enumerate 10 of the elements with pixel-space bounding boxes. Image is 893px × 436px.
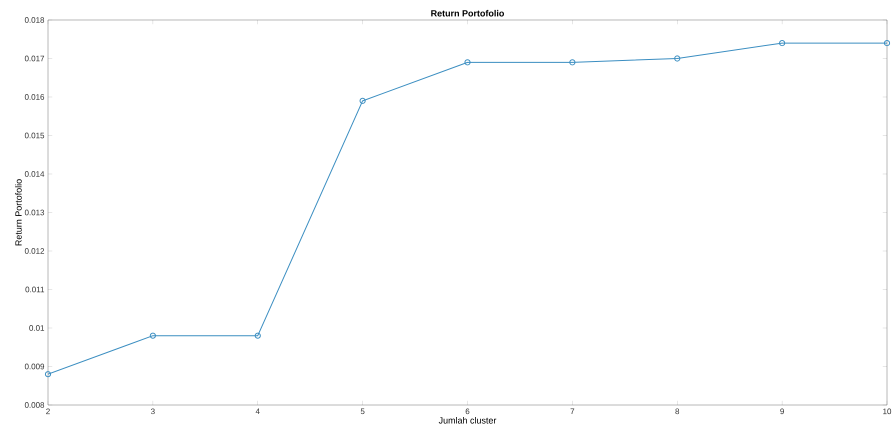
- y-axis-title: Return Portofolio: [15, 179, 22, 246]
- point: [150, 332, 156, 339]
- point: [464, 59, 471, 66]
- chart-title: Return Portofolio: [431, 10, 504, 17]
- point: [360, 98, 366, 104]
- x-axis-title: Jumlah cluster: [438, 417, 496, 424]
- point: [674, 55, 680, 62]
- point: [569, 59, 576, 66]
- point: [779, 40, 786, 46]
- point: [254, 332, 261, 339]
